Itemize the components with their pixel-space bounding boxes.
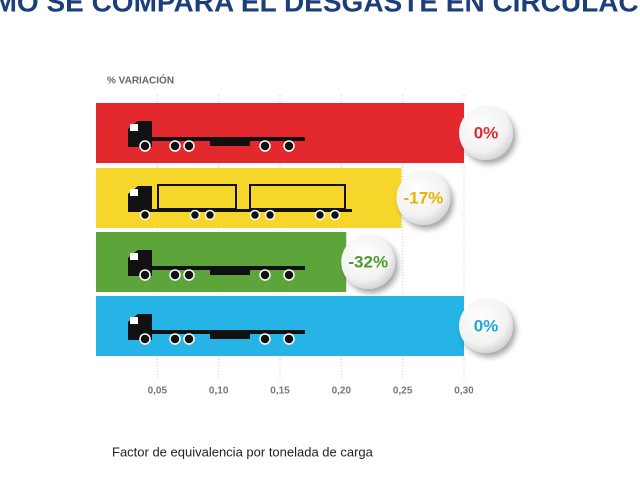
variation-badge [396,171,451,225]
truck-icon [128,250,305,281]
data-label: -17% [404,188,444,207]
truck-icon [128,184,352,221]
data-label: 0% [474,123,499,142]
axis-label: Factor de equivalencia por tonelada de c… [112,444,374,459]
variation-badge [459,299,513,353]
truck-icon [128,121,305,152]
variation-badge [459,106,513,160]
x-tick-label: 0,05 [148,386,168,397]
truck-icon [128,314,305,345]
x-tick-label: 0,15 [270,386,290,397]
x-tick-label: 0,30 [454,386,474,397]
chart-title: ¿CÓMO SE COMPARA EL DESGASTE EN CIRCULAC… [0,0,640,17]
x-tick-label: 0,25 [393,386,413,397]
bar [96,103,464,163]
x-tick-label: 0,10 [209,386,229,397]
bar [96,296,464,356]
data-label: -32% [348,252,388,271]
data-label: 0% [474,316,499,335]
axis-label: % VARIACIÓN [107,74,174,87]
variation-badge [341,235,396,289]
x-tick-label: 0,20 [332,386,352,397]
